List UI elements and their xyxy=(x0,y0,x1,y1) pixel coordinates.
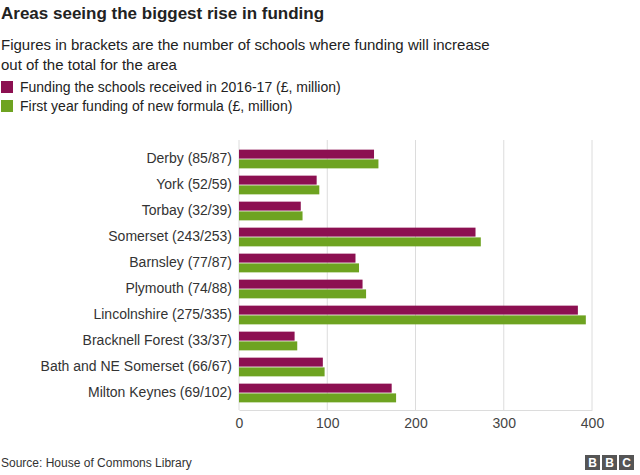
tick-label: 200 xyxy=(404,415,428,431)
grid xyxy=(239,140,592,410)
tick: Milton Keynes (69/102) xyxy=(88,384,239,400)
tick: Barnsley (77/87) xyxy=(129,254,239,270)
legend-swatch xyxy=(1,100,13,112)
legend-swatch xyxy=(1,81,13,93)
bar xyxy=(239,211,303,220)
tick: 400 xyxy=(581,410,605,431)
bar xyxy=(239,150,374,159)
logo-text: BBC xyxy=(588,456,631,470)
tick: Lincolnshire (275/335) xyxy=(93,306,239,322)
tick: Somerset (243/253) xyxy=(108,228,239,244)
grid-line xyxy=(592,140,593,410)
category-label: Bracknell Forest (33/37) xyxy=(83,332,232,348)
logo-box xyxy=(602,455,617,470)
tick: 0 xyxy=(236,410,244,431)
grid-line xyxy=(327,140,328,410)
bars xyxy=(239,150,586,403)
tick: Bracknell Forest (33/37) xyxy=(83,332,239,348)
bar xyxy=(239,280,363,289)
bar xyxy=(239,254,355,263)
tick: Bath and NE Somerset (66/67) xyxy=(41,358,239,374)
category-label: Barnsley (77/87) xyxy=(129,254,232,270)
tick: 300 xyxy=(493,410,517,431)
bar xyxy=(239,341,297,350)
bar xyxy=(239,332,295,341)
tick: Plymouth (74/88) xyxy=(125,280,239,296)
source: Source: House of Commons Library xyxy=(1,456,192,470)
tick: Derby (85/87) xyxy=(146,150,239,166)
subtitle: out of the total for the area xyxy=(1,56,178,73)
bar xyxy=(239,202,301,211)
bar xyxy=(239,358,323,367)
legend-label: First year funding of new formula (£, mi… xyxy=(20,98,292,114)
legend-label: Funding the schools received in 2016-17 … xyxy=(20,79,341,95)
tick-label: 300 xyxy=(493,415,517,431)
logo-box xyxy=(585,455,600,470)
axis-line xyxy=(240,410,593,411)
tick-label: 400 xyxy=(581,415,605,431)
category-label: Bath and NE Somerset (66/67) xyxy=(41,358,232,374)
category-label: Milton Keynes (69/102) xyxy=(88,384,232,400)
category-label: Somerset (243/253) xyxy=(108,228,232,244)
category-label: Derby (85/87) xyxy=(146,150,232,166)
category-label: Lincolnshire (275/335) xyxy=(93,306,232,322)
bar xyxy=(239,237,481,246)
tick: 200 xyxy=(404,410,428,431)
bar xyxy=(239,315,586,324)
y-axis: Derby (85/87) York (52/59) Torbay (32/39) S… xyxy=(41,150,239,400)
tick: Torbay (32/39) xyxy=(142,202,239,218)
bar xyxy=(239,306,578,315)
category-label: Torbay (32/39) xyxy=(142,202,232,218)
title: Areas seeing the biggest rise in funding xyxy=(1,4,324,23)
x-axis: 0 100 200 300 400 xyxy=(236,410,605,431)
logo-box xyxy=(619,455,634,470)
grid-line xyxy=(415,140,416,410)
chart: Areas seeing the biggest rise in funding… xyxy=(0,0,640,475)
bar xyxy=(239,263,359,272)
bar xyxy=(239,384,392,393)
bar xyxy=(239,393,396,402)
bar xyxy=(239,176,317,185)
logo: BBC xyxy=(585,455,634,470)
bar xyxy=(239,228,476,237)
tick-label: 0 xyxy=(236,415,244,431)
category-label: York (52/59) xyxy=(156,176,232,192)
category-label: Plymouth (74/88) xyxy=(125,280,232,296)
bar xyxy=(239,289,366,298)
bar xyxy=(239,159,378,168)
bar xyxy=(239,185,319,194)
bar xyxy=(239,367,325,376)
tick: York (52/59) xyxy=(156,176,239,192)
bar-series xyxy=(239,150,578,393)
tick-label: 100 xyxy=(316,415,340,431)
bar-series xyxy=(239,159,586,402)
grid-line xyxy=(503,140,504,410)
subtitle: Figures in brackets are the number of sc… xyxy=(1,36,490,53)
tick: 100 xyxy=(316,410,340,431)
